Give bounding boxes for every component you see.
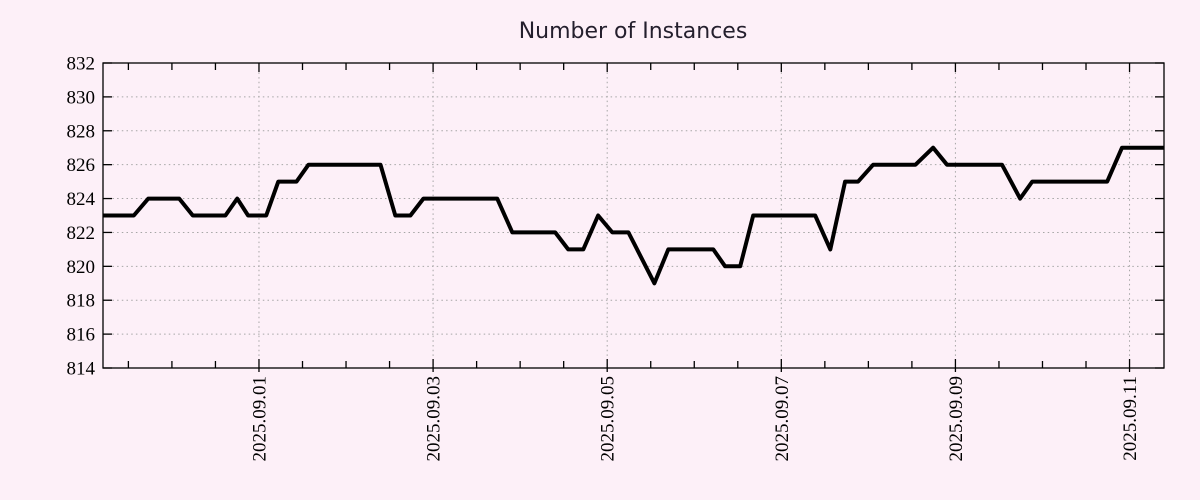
x-tick-labels: 2025.09.01 2025.09.03 2025.09.05 2025.09.07… bbox=[249, 376, 1141, 462]
svg-text:2025.09.03: 2025.09.03 bbox=[424, 376, 445, 462]
chart-title: Number of Instances bbox=[519, 19, 748, 44]
svg-text:824: 824 bbox=[67, 189, 96, 210]
svg-text:816: 816 bbox=[67, 325, 96, 346]
svg-text:828: 828 bbox=[67, 121, 96, 142]
y-tick-labels: 814 816 818 820 822 824 826 828 830 832 bbox=[67, 54, 96, 380]
svg-text:822: 822 bbox=[67, 223, 96, 244]
svg-text:818: 818 bbox=[67, 291, 96, 312]
svg-text:2025.09.11: 2025.09.11 bbox=[1120, 376, 1141, 461]
svg-text:832: 832 bbox=[67, 54, 96, 75]
svg-text:2025.09.09: 2025.09.09 bbox=[946, 376, 967, 462]
x-gridlines bbox=[258, 63, 1131, 368]
svg-text:2025.09.05: 2025.09.05 bbox=[598, 376, 619, 462]
svg-text:814: 814 bbox=[67, 359, 96, 380]
svg-text:820: 820 bbox=[67, 257, 96, 278]
svg-text:830: 830 bbox=[67, 87, 96, 108]
svg-text:2025.09.07: 2025.09.07 bbox=[772, 376, 793, 462]
svg-text:2025.09.01: 2025.09.01 bbox=[249, 376, 270, 462]
axis-ticks bbox=[103, 62, 1164, 372]
svg-text:826: 826 bbox=[67, 155, 96, 176]
data-line bbox=[103, 145, 1164, 286]
